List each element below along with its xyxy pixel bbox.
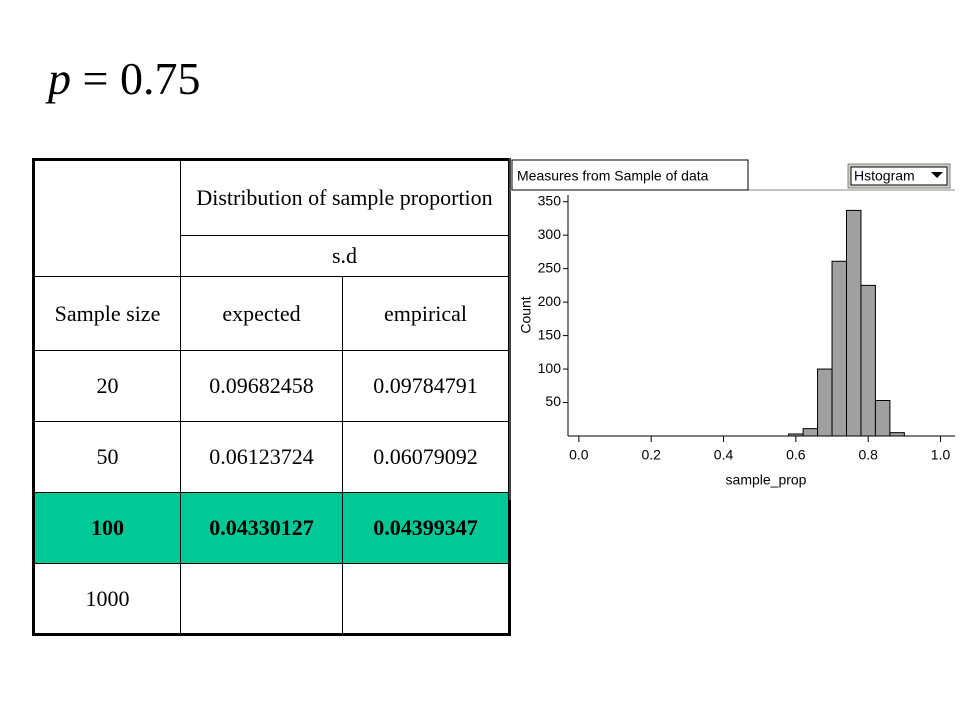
formula-lhs: p: [48, 53, 71, 104]
cell: [342, 563, 510, 635]
header-cell: Distribution of sample proportion: [180, 159, 510, 236]
formula-op: =: [82, 53, 109, 104]
y-tick-label: 350: [538, 192, 562, 208]
cell: 0.06079092: [342, 421, 510, 493]
row: 100 0.04330127 0.04399347: [33, 492, 510, 564]
header-cell: empirical: [342, 276, 510, 351]
menu-box[interactable]: [850, 166, 948, 186]
bar: [788, 433, 804, 437]
x-axis-label: sample_prop: [726, 472, 807, 488]
bar: [889, 432, 905, 437]
bar: [831, 260, 847, 437]
y-tick-label: 50: [545, 393, 561, 409]
y-tick-label: 150: [538, 326, 562, 342]
x-tick-label: 0.4: [714, 447, 734, 463]
x-tick-label: 1.0: [931, 447, 951, 463]
header-cell: expected: [180, 276, 343, 351]
menu-arrow[interactable]: [931, 172, 943, 178]
cell: 0.04399347: [342, 492, 510, 564]
row: 50 0.06123724 0.06079092: [33, 421, 510, 493]
formula-rhs: 0.75: [119, 53, 201, 104]
cell: 0.06123724: [180, 421, 343, 493]
y-tick-label: 200: [538, 293, 562, 309]
y-axis-label: Count: [518, 296, 534, 333]
chart-title: Measures from Sample of data: [517, 168, 709, 184]
y-tick-label: 300: [538, 226, 562, 242]
bar: [845, 209, 862, 437]
cell: [33, 159, 181, 277]
x-tick-label: 0.8: [858, 447, 878, 463]
cell: 0.04330127: [180, 492, 343, 564]
bar: [817, 368, 833, 437]
x-tick-label: 0.6: [786, 447, 806, 463]
cell: 50: [33, 421, 181, 493]
row: 20 0.09682458 0.09784791: [33, 350, 510, 422]
results-table: Distribution of sample proportion s.d Sa…: [32, 158, 511, 636]
y-tick-label: 100: [538, 360, 562, 376]
bar: [860, 284, 876, 437]
cell: [180, 563, 343, 635]
x-tick-label: 0.0: [569, 447, 589, 463]
row: 1000: [33, 563, 510, 635]
cell: 0.09682458: [180, 350, 343, 422]
formula: p = 0.75: [48, 52, 200, 105]
x-tick-label: 0.2: [641, 447, 661, 463]
bar: [802, 428, 819, 437]
menu-label[interactable]: Hstogram: [854, 168, 915, 184]
title-tab: [511, 159, 749, 191]
y-tick-label: 250: [538, 259, 562, 275]
bar: [874, 400, 891, 437]
cell: 1000: [33, 563, 181, 635]
